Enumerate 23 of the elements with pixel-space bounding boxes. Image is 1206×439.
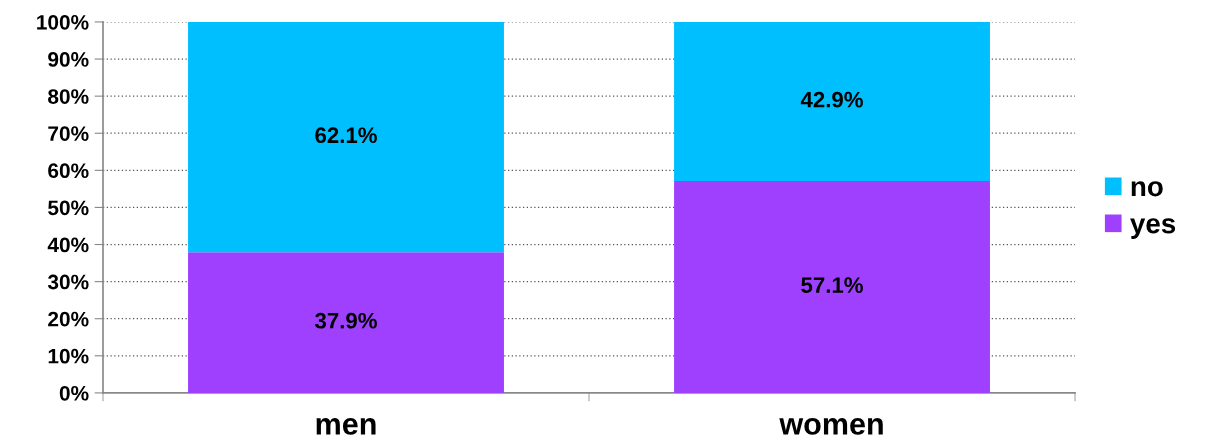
bar bbox=[674, 181, 990, 393]
y-tick-label: 20% bbox=[48, 311, 89, 327]
y-tick-label: 0% bbox=[59, 385, 89, 401]
y-tick-label: 40% bbox=[47, 237, 89, 253]
x-tick-label: men bbox=[316, 418, 376, 435]
legend-label: no bbox=[1131, 181, 1163, 197]
legend-label: yes bbox=[1130, 218, 1176, 239]
x-tick-label: women bbox=[779, 418, 883, 435]
bar bbox=[188, 252, 504, 393]
y-tick-label: 100% bbox=[37, 14, 89, 30]
y-tick-label: 80% bbox=[48, 89, 89, 104]
y-tick-label: 50% bbox=[48, 200, 89, 216]
data-label: 62.1% bbox=[315, 127, 377, 144]
bar bbox=[188, 21, 504, 253]
data-label: 42.9% bbox=[800, 91, 863, 108]
y-tick-label: 90% bbox=[48, 52, 89, 67]
bar bbox=[674, 21, 990, 182]
y-tick-label: 10% bbox=[48, 348, 89, 364]
y-tick-label: 30% bbox=[47, 274, 89, 290]
y-tick-label: 70% bbox=[48, 126, 89, 141]
data-label: 57.1% bbox=[801, 277, 863, 293]
y-tick-label: 60% bbox=[48, 163, 89, 179]
data-label: 37.9% bbox=[315, 312, 377, 329]
